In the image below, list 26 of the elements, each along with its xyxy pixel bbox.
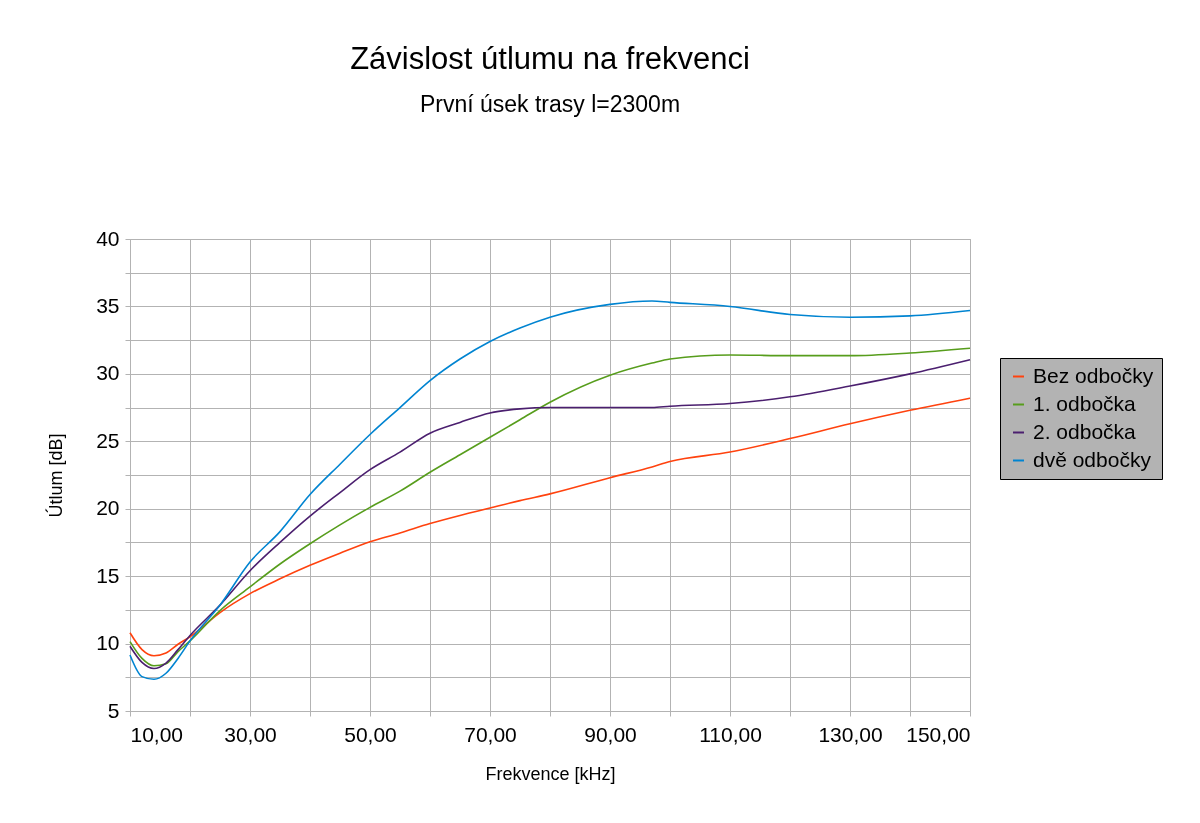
y-tick-label: 15 [96,563,120,587]
chart-subtitle: První úsek trasy l=2300m [419,91,681,117]
y-tick-label: 30 [96,361,120,385]
y-tick-label: 25 [96,428,120,452]
y-tick-label: 5 [107,698,120,722]
chart-title: Závislost útlumu na frekvenci [350,41,750,76]
legend-label: 2. odbočka [1033,419,1137,443]
y-tick-label: 35 [96,293,120,317]
x-tick-label: 130,00 [818,722,883,746]
x-tick-label: 110,00 [699,722,762,746]
y-axis-title: Útlum [dB] [45,433,67,518]
y-tick-label: 10 [96,631,120,655]
x-tick-label: 50,00 [344,722,397,746]
y-tick-label: 40 [96,226,120,250]
x-tick-label: 90,00 [584,722,637,746]
legend-label: 1. odbočka [1033,391,1137,415]
y-tick-label: 20 [96,496,120,520]
x-axis-title: Frekvence [kHz] [485,763,616,784]
line-series [129,300,971,681]
legend-label: dvě odbočky [1033,447,1152,471]
x-tick-label: 10,00 [130,722,184,746]
legend-label: Bez odbočky [1033,363,1154,387]
x-tick-label: 70,00 [464,722,517,746]
x-tick-label: 30,00 [224,722,277,746]
line-series [129,397,971,657]
x-tick-label: 150,00 [906,722,971,746]
